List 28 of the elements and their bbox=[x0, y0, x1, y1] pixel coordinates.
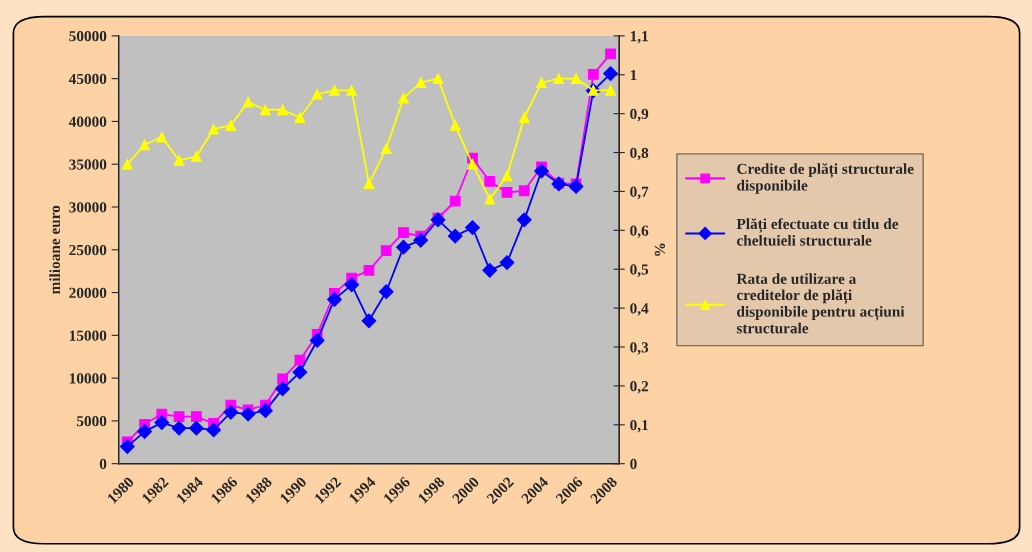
legend-label: Plăți efectuate cu titlu de cheltuieli structurale bbox=[736, 218, 899, 246]
y2-tick-label: 1 bbox=[630, 69, 637, 81]
y-tick-label: 40000 bbox=[68, 116, 107, 127]
y2-tick-label: 0,8 bbox=[630, 147, 649, 161]
y-axis-title: milioane euro bbox=[49, 205, 61, 294]
y-tick-label: 30000 bbox=[69, 202, 107, 213]
y-tick-label: 20000 bbox=[69, 287, 107, 299]
y2-tick-label: 0,9 bbox=[630, 108, 649, 122]
y-tick-label: 0 bbox=[99, 458, 107, 470]
legend-label: Credite de plăți structurale disponibile bbox=[737, 163, 914, 194]
y2-tick-label: 0,2 bbox=[630, 381, 649, 394]
y2-tick-label: 0,3 bbox=[630, 342, 649, 355]
y2-tick-label: 0,4 bbox=[630, 303, 649, 316]
y-tick-label: 50000 bbox=[69, 31, 107, 42]
y2-tick-label: 0,5 bbox=[630, 264, 649, 277]
y-tick-label: 45000 bbox=[68, 73, 107, 85]
y2-tick-label: 0 bbox=[630, 458, 637, 470]
y2-tick-label: 0,6 bbox=[630, 225, 649, 238]
y2-tick-label: 1,1 bbox=[630, 31, 648, 44]
y-tick-label: 15000 bbox=[69, 330, 107, 341]
y-tick-label: 10000 bbox=[69, 373, 107, 384]
y2-tick-label: 0,1 bbox=[630, 419, 648, 433]
y-tick-label: 25000 bbox=[69, 244, 107, 256]
y2-axis-title: % bbox=[654, 243, 666, 256]
y-tick-label: 5000 bbox=[76, 416, 107, 427]
legend-label: Rata de utilizare a creditelor de plăți disponibile pentru acțiuni structurale bbox=[736, 273, 905, 334]
y2-tick-label: 0,7 bbox=[630, 186, 649, 200]
y-tick-label: 35000 bbox=[69, 159, 107, 170]
